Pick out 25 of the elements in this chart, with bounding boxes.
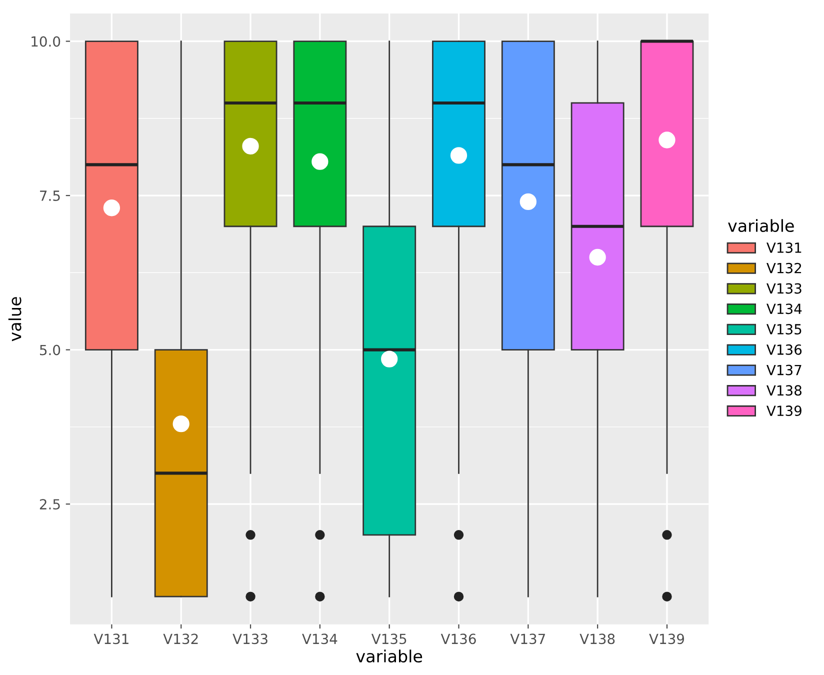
y-tick-label: 5.0 (40, 344, 60, 356)
y-tick-label: 10.0 (32, 36, 60, 47)
legend-label: V131 (766, 242, 802, 253)
legend-label: V135 (766, 324, 802, 335)
x-tick-label: V131 (94, 634, 128, 644)
x-axis-title: variable (356, 650, 422, 663)
legend-label: V133 (766, 283, 802, 294)
x-tick-label: V134 (302, 634, 338, 644)
x-tick-label: V138 (580, 634, 615, 644)
y-tick-label: 2.5 (40, 499, 60, 510)
legend-label: V134 (766, 304, 802, 314)
legend-label: V138 (766, 385, 802, 396)
x-tick-label: V136 (440, 634, 476, 644)
x-tick-label: V137 (510, 634, 545, 644)
x-tick-label: V133 (232, 634, 268, 644)
y-tick-label: 7.5 (40, 190, 60, 202)
x-tick-label: V139 (649, 634, 684, 644)
x-tick-label: V132 (163, 634, 198, 644)
legend-title: variable (728, 219, 794, 232)
legend-label: V137 (766, 364, 802, 376)
legend-label: V132 (766, 262, 802, 274)
legend-label: V136 (766, 344, 802, 355)
x-tick-label: V135 (371, 634, 406, 644)
y-axis-title: value (8, 297, 22, 342)
legend-label: V139 (766, 406, 802, 416)
